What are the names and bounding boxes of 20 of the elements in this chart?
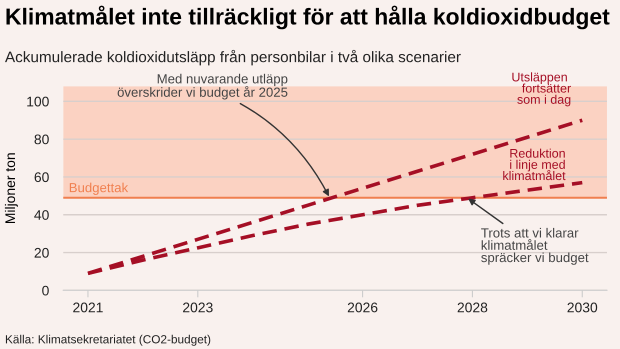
y-axis-title: Miljoner ton bbox=[4, 153, 18, 224]
y-tick-label: 100 bbox=[27, 96, 49, 106]
x-tick-label: 2023 bbox=[183, 302, 213, 312]
y-tick-label: 20 bbox=[34, 248, 49, 258]
ref-line-label: Budgettak bbox=[70, 182, 128, 195]
chart-title: Klimatmålet inte tillräckligt för att hålla koldioxidbudget bbox=[6, 6, 610, 30]
series-label: Reduktion i linje med klimatmålet bbox=[503, 148, 566, 180]
chart-subtitle: Ackumulerade koldioxidutsläpp från personbilar i två olika scenarier bbox=[4, 50, 461, 66]
annotation: Trots att vi klarar klimatmålet spräcker vi budget bbox=[481, 228, 589, 265]
y-tick-label: 0 bbox=[42, 286, 49, 296]
series-label: Utsläppen fortsätter som i dag bbox=[512, 72, 571, 106]
x-tick-label: 2021 bbox=[73, 302, 103, 312]
annotation: Med nuvarande utläpp överskrider vi budget år 2025 bbox=[118, 74, 288, 100]
x-tick-label: 2026 bbox=[348, 302, 378, 312]
y-tick-label: 80 bbox=[34, 134, 49, 144]
y-tick-label: 60 bbox=[34, 172, 49, 182]
y-tick-label: 40 bbox=[34, 210, 49, 220]
x-tick-label: 2028 bbox=[458, 302, 488, 312]
text: Källa: Klimatsekretariatet (CO2-budget) bbox=[6, 334, 210, 346]
x-tick-label: 2030 bbox=[568, 302, 598, 312]
